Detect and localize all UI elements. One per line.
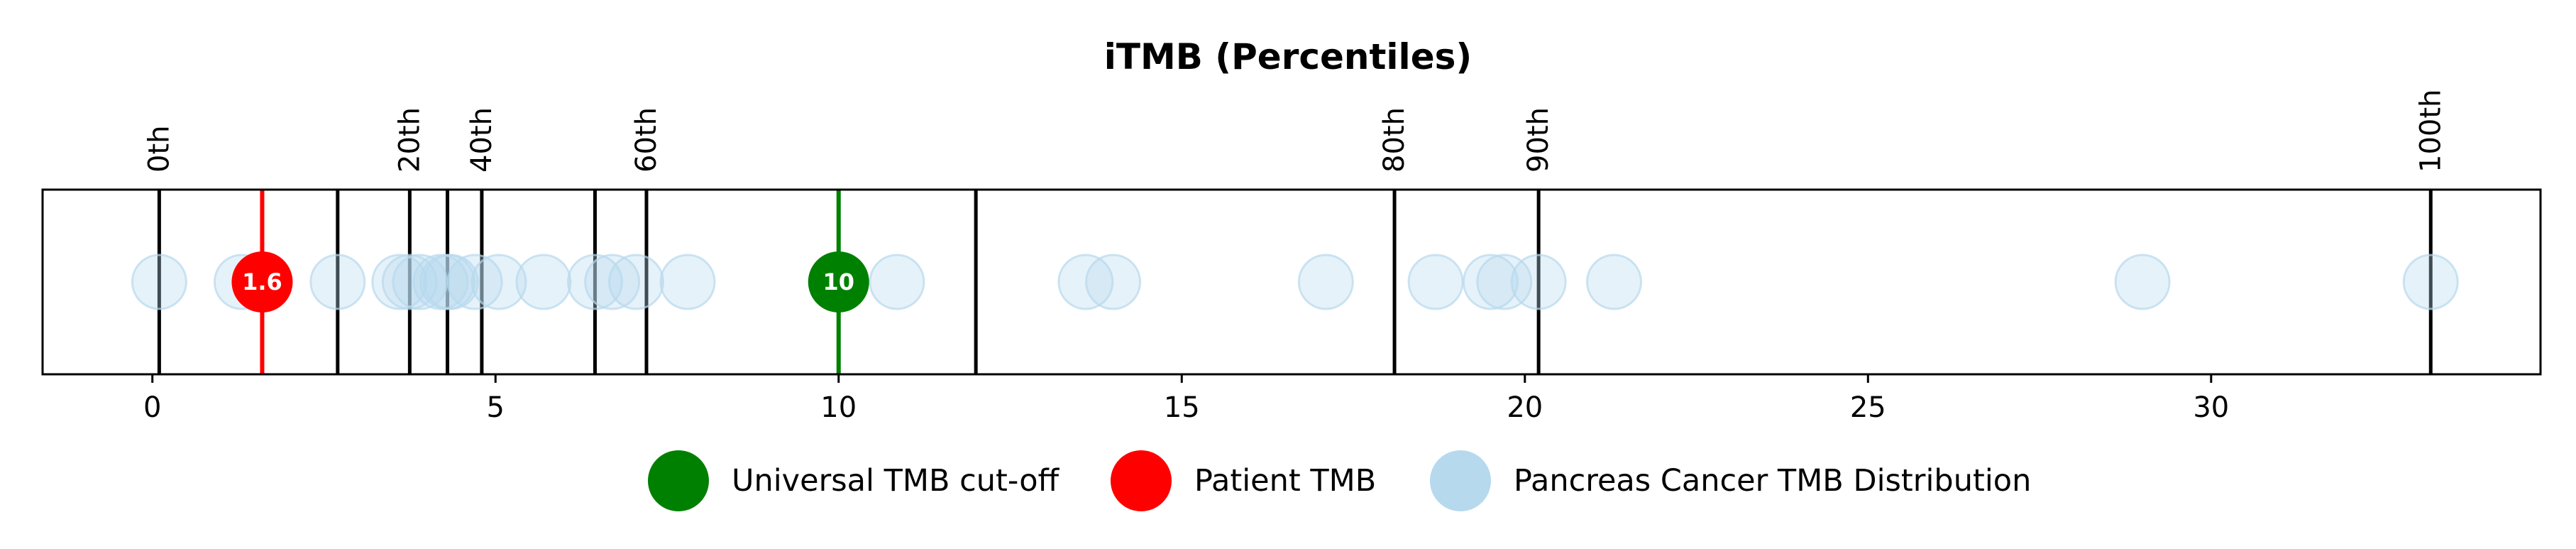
legend-marker — [1111, 450, 1172, 511]
percentile-label: 20th — [393, 107, 426, 173]
x-tick-label: 5 — [487, 391, 505, 424]
percentile-label: 0th — [143, 126, 175, 173]
x-tick-label: 10 — [820, 391, 857, 424]
distribution-point — [584, 254, 641, 310]
distribution-point — [1476, 254, 1533, 310]
highlight-markers: 101.6 — [231, 190, 869, 374]
legend: Universal TMB cut-off Patient TMB Pancreas… — [648, 450, 2031, 511]
distribution-point — [869, 254, 925, 310]
marker-point — [808, 251, 869, 312]
distribution-point — [131, 254, 187, 310]
distribution-point — [659, 254, 716, 310]
marker-point — [231, 251, 293, 312]
marker-value-label: 10 — [822, 268, 854, 295]
distribution-point — [446, 254, 503, 310]
percentile-lines: 0th 20th 40th 60th 80th 90th 100th — [143, 89, 2447, 374]
distribution-point — [470, 254, 527, 310]
distribution-point — [1586, 254, 1643, 310]
plot-frame — [41, 188, 2542, 376]
x-tick-label: 20 — [1507, 391, 1543, 424]
chart-title: iTMB (Percentiles) — [1104, 36, 1472, 77]
distribution-point — [566, 254, 623, 310]
distribution-point — [1510, 254, 1567, 310]
distribution-point — [2402, 254, 2459, 310]
x-tick-label: 30 — [2193, 391, 2229, 424]
legend-label: Pancreas Cancer TMB Distribution — [1514, 463, 2031, 499]
distribution-point — [422, 254, 479, 310]
percentile-label: 80th — [1378, 107, 1411, 173]
x-tick-label: 0 — [143, 391, 161, 424]
distribution-point — [1462, 254, 1519, 310]
percentile-label: 40th — [466, 107, 498, 173]
distribution-points — [131, 254, 2459, 310]
distribution-point — [309, 254, 366, 310]
legend-marker — [648, 450, 709, 511]
marker-value-label: 1.6 — [242, 268, 282, 295]
distribution-point — [1297, 254, 1354, 310]
x-tick-label: 25 — [1850, 391, 1886, 424]
legend-label: Patient TMB — [1194, 463, 1376, 499]
distribution-point — [515, 254, 572, 310]
distribution-point — [2114, 254, 2171, 310]
distribution-point — [1085, 254, 1142, 310]
legend-marker — [1430, 450, 1491, 511]
distribution-point — [1407, 254, 1464, 310]
legend-label: Universal TMB cut-off — [732, 463, 1060, 499]
percentile-label: 60th — [630, 107, 663, 173]
percentile-label: 100th — [2414, 89, 2447, 173]
x-tick-label: 15 — [1164, 391, 1200, 424]
x-axis: 0 5 10 15 20 25 30 — [143, 374, 2229, 424]
distribution-point — [607, 254, 664, 310]
percentile-label: 90th — [1522, 107, 1555, 173]
